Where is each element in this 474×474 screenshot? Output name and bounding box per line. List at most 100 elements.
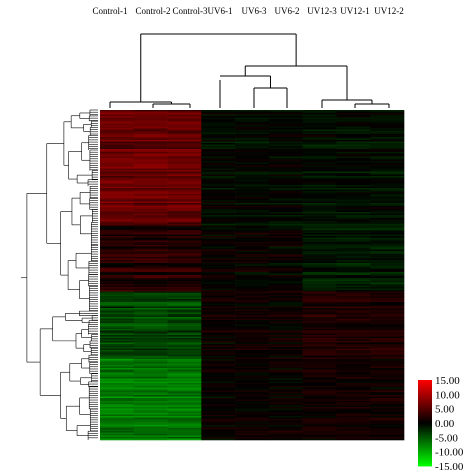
heatmap-cell [370,134,405,136]
heatmap-cell [100,383,135,385]
heatmap-cell [336,135,371,138]
heatmap-cell [235,408,270,411]
heatmap-cell [235,375,270,378]
heatmap-cell [235,251,270,253]
heatmap-cell [133,356,168,358]
heatmap-cell [235,153,270,156]
heatmap-cell [133,324,168,327]
heatmap-cell [100,170,135,172]
heatmap-cell [133,245,168,247]
heatmap-cell [336,272,371,274]
heatmap-cell [167,215,202,217]
heatmap-cell [133,420,168,423]
heatmap-cell [100,327,135,330]
heatmap-cell [336,159,371,162]
column-labels: Control-1 Control-2 Control-3 UV6-1 UV6-3 UV6… [93,6,404,16]
heatmap-cell [133,120,168,123]
heatmap-cell [370,426,405,429]
legend-label: -15.00 [435,461,464,473]
heatmap-cell [336,258,371,261]
heatmap-cell [100,239,135,241]
heatmap-cell [370,425,405,427]
heatmap-cell [370,236,405,238]
heatmap-cell [235,369,270,372]
heatmap-cell [268,213,303,216]
heatmap-cell [336,398,371,400]
heatmap-cell [370,407,405,409]
heatmap-cell [370,263,405,265]
heatmap-cell [370,117,405,120]
heatmap-cell [370,386,405,388]
heatmap-cell [133,320,168,322]
heatmap-cell [302,170,337,172]
heatmap-cell [302,435,337,438]
heatmap-cell [133,179,168,181]
heatmap-cell [100,164,135,166]
heatmap-cell [235,191,270,193]
heatmap-cell [302,318,337,321]
heatmap-cell [100,269,135,271]
heatmap-cell [370,401,405,403]
heatmap-cell [133,281,168,283]
heatmap-cell [133,260,168,262]
heatmap-cell [235,345,270,348]
heatmap-cell [201,254,236,256]
heatmap-cell [235,380,270,382]
heatmap-cell [167,386,202,388]
heatmap-cell [302,332,337,334]
heatmap-cell [167,207,202,210]
heatmap-cell [268,120,303,123]
heatmap-cell [235,416,270,418]
heatmap-cell [268,383,303,385]
heatmap-cell [167,378,202,381]
heatmap-cell [235,351,270,354]
heatmap-cell [201,183,236,186]
heatmap-cell [167,204,202,207]
heatmap-cell [201,162,236,165]
heatmap-cell [370,375,405,378]
heatmap-cell [201,110,236,112]
heatmap-cell [336,401,371,403]
heatmap-cell [100,135,135,138]
heatmap-cell [370,363,405,366]
heatmap-cell [268,279,303,282]
heatmap-cell [100,207,135,210]
heatmap-cell [268,257,303,259]
heatmap-cell [336,123,371,126]
heatmap-cell [167,200,202,202]
heatmap-cell [167,153,202,156]
heatmap-cell [370,135,405,138]
heatmap-cell [336,125,371,127]
heatmap-cell [167,287,202,289]
heatmap-cell [336,171,371,174]
heatmap-cell [201,192,236,195]
heatmap-cell [100,273,135,276]
heatmap-cell [336,179,371,181]
heatmap-cell [370,243,405,246]
heatmap-cell [336,165,371,168]
heatmap-cell [133,428,168,430]
legend-swatch [418,406,432,410]
heatmap-cell [235,152,270,154]
legend-label: -5.00 [435,432,458,444]
heatmap-cell [167,150,202,153]
heatmap-cell [167,128,202,130]
legend-label: 10.00 [435,389,460,401]
heatmap-cell [302,377,337,379]
heatmap-cell [302,233,337,235]
heatmap-cell [100,311,135,313]
heatmap-cell [133,300,168,303]
heatmap-cell [133,197,168,199]
heatmap-cell [201,119,236,121]
heatmap-cell [235,174,270,177]
heatmap-cell [336,183,371,186]
heatmap-cell [100,318,135,321]
heatmap-cell [268,332,303,334]
heatmap-cell [100,413,135,415]
heatmap-cell [235,155,270,157]
heatmap-cell [268,356,303,358]
heatmap-cell [167,413,202,415]
heatmap-cell [167,126,202,129]
heatmap-cell [268,411,303,414]
heatmap-cell [370,110,405,112]
